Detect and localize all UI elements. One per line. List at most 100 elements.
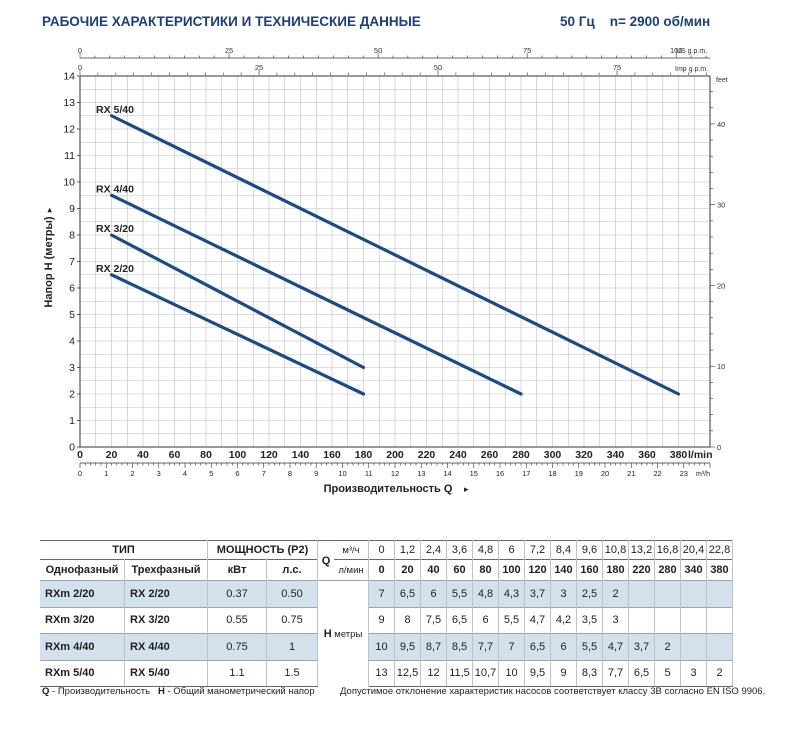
head-value-cell: [654, 580, 681, 607]
q-m3h-cell: 1,2: [394, 540, 421, 560]
x-tick-label-m3h: 10: [338, 469, 346, 478]
table-row: RXm 3/20 RX 3/20 0.55 0.75 9 8 7,5 6,5 6 5,5 4,7 4,…: [40, 606, 733, 634]
y-tick-label: 7: [69, 256, 75, 268]
x-tick-label-lmin: 260: [481, 449, 499, 461]
head-value-cell: 6: [472, 606, 499, 634]
head-value-cell: 4,2: [550, 606, 577, 634]
series-label: RX 5/40: [96, 104, 134, 116]
head-value-cell: 6: [420, 580, 447, 607]
head-value-cell: [680, 580, 707, 607]
x-tick-label-impgpm: 50: [434, 63, 442, 72]
x-tick-label-m3h: 13: [417, 469, 425, 478]
spec-table: ТИП МОЩНОСТЬ (P2) Q м³/ч 0 1,2 2,4 3,6 4,8 6 7…: [40, 540, 733, 687]
y-tick-label: 13: [63, 97, 75, 109]
q-m3h-cell: 8,4: [550, 540, 577, 560]
q-lmin-cell: 380: [706, 559, 733, 581]
footer-h-text: - Общий манометрический напор: [164, 686, 315, 697]
feet-tick-label: 40: [717, 120, 725, 129]
power-hp: 0.50: [266, 580, 318, 607]
x-tick-label-lmin: 320: [575, 449, 593, 461]
footer-q: Q: [42, 686, 50, 697]
x-tick-label-usgpm: 50: [374, 46, 382, 55]
th-kw: кВт: [207, 559, 267, 581]
q-lmin-cell: 220: [628, 559, 655, 581]
q-m3h-cell: 7,2: [524, 540, 551, 560]
three-phase-model: RX 3/20: [124, 606, 208, 634]
power-kw: 0.75: [207, 633, 267, 660]
head-value-cell: 8: [394, 606, 421, 634]
q-lmin-cell: 140: [550, 559, 577, 581]
head-value-cell: 13: [368, 659, 395, 687]
q-m3h-cell: 10,8: [602, 540, 629, 560]
page-title: РАБОЧИЕ ХАРАКТЕРИСТИКИ И ТЕХНИЧЕСКИЕ ДАН…: [42, 14, 421, 29]
series-line: [109, 233, 366, 370]
feet-tick-label: 20: [717, 281, 725, 290]
x-axis-arrow: ▸: [464, 484, 469, 494]
x-unit-lmin: l/min: [688, 449, 713, 461]
x-tick-label-m3h: 19: [575, 469, 583, 478]
head-value-cell: 9,5: [524, 659, 551, 687]
head-value-cell: [680, 606, 707, 634]
y-tick-label: 6: [69, 283, 75, 295]
power-kw: 0.55: [207, 606, 267, 634]
q-lmin-cell: 60: [446, 559, 473, 581]
head-value-cell: 10,7: [472, 659, 499, 687]
y-tick-label: 1: [69, 415, 75, 427]
x-unit-m3h: m³/h: [696, 471, 710, 478]
x-tick-label-m3h: 20: [601, 469, 609, 478]
head-value-cell: 2: [706, 659, 733, 687]
x-tick-label-usgpm: 100: [670, 46, 683, 55]
footer-tolerance-note: Допустимое отклонение характеристик насо…: [340, 686, 766, 697]
x-axis-label: Производительность Q: [324, 483, 453, 495]
x-tick-label-lmin: 140: [292, 449, 310, 461]
head-value-cell: [654, 606, 681, 634]
series-label: RX 4/40: [96, 183, 134, 195]
head-value-cell: 6: [550, 633, 577, 660]
table-row: RXm 5/40 RX 5/40 1.1 1.5 13 12,5 12 11,5 10,7 10 9…: [40, 659, 733, 687]
power-hp: 1: [266, 633, 318, 660]
x-tick-label-m3h: 14: [443, 469, 451, 478]
th-lmin: л/мин: [334, 559, 369, 581]
x-tick-label-lmin: 240: [449, 449, 467, 461]
head-value-cell: 7,7: [602, 659, 629, 687]
head-value-cell: 11,5: [446, 659, 473, 687]
head-value-cell: 2: [602, 580, 629, 607]
q-lmin-cell: 180: [602, 559, 629, 581]
x-tick-label-lmin: 220: [418, 449, 436, 461]
q-lmin-cell: 280: [654, 559, 681, 581]
x-tick-label-lmin: 280: [512, 449, 530, 461]
head-value-cell: [706, 633, 733, 660]
q-m3h-cell: 16,8: [654, 540, 681, 560]
x-tick-label-m3h: 23: [680, 469, 688, 478]
q-m3h-cell: 0: [368, 540, 395, 560]
q-m3h-cell: 2,4: [420, 540, 447, 560]
th-single: Однофазный: [40, 559, 125, 581]
head-value-cell: 6,5: [524, 633, 551, 660]
head-value-cell: 4,8: [472, 580, 499, 607]
y-axis-arrow: ▸: [44, 207, 54, 212]
x-tick-label-lmin: 100: [229, 449, 247, 461]
th-q: Q: [317, 540, 334, 581]
three-phase-model: RX 4/40: [124, 633, 208, 660]
footer-legend: Q - Производительность H - Общий маномет…: [42, 686, 315, 697]
x-tick-label-m3h: 17: [522, 469, 530, 478]
series-line: [109, 193, 523, 396]
x-tick-label-lmin: 0: [77, 449, 83, 461]
single-phase-model: RXm 5/40: [40, 659, 125, 687]
head-value-cell: 2: [654, 633, 681, 660]
x-tick-label-lmin: 360: [638, 449, 656, 461]
head-value-cell: 3,5: [576, 606, 603, 634]
x-tick-label-m3h: 2: [130, 469, 134, 478]
x-tick-label-lmin: 200: [386, 449, 404, 461]
head-value-cell: 10: [368, 633, 395, 660]
head-value-cell: 3: [602, 606, 629, 634]
head-value-cell: 10: [498, 659, 525, 687]
head-value-cell: 3,7: [628, 633, 655, 660]
th-type: ТИП: [40, 540, 208, 560]
x-tick-label-m3h: 22: [653, 469, 661, 478]
chart-grid: [79, 75, 711, 448]
feet-tick-label: 10: [717, 362, 725, 371]
head-value-cell: 3: [550, 580, 577, 607]
y-tick-label: 10: [63, 177, 75, 189]
